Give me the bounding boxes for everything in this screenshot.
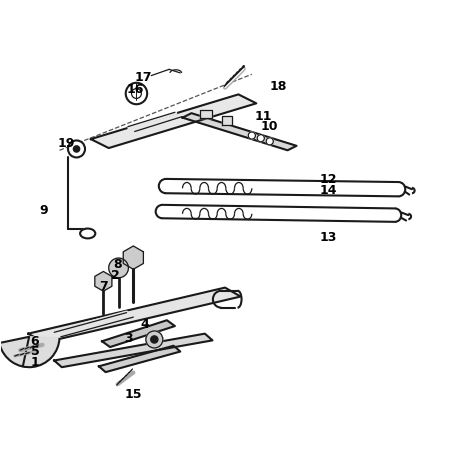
Text: 18: 18 bbox=[270, 80, 288, 93]
Text: 19: 19 bbox=[58, 137, 75, 150]
Text: 17: 17 bbox=[135, 71, 153, 84]
Polygon shape bbox=[99, 346, 180, 372]
Polygon shape bbox=[123, 246, 144, 269]
Circle shape bbox=[109, 258, 128, 278]
Text: 11: 11 bbox=[254, 110, 272, 123]
Ellipse shape bbox=[80, 228, 95, 238]
Text: 16: 16 bbox=[127, 84, 144, 96]
Text: 14: 14 bbox=[319, 184, 337, 197]
Circle shape bbox=[73, 146, 80, 152]
Circle shape bbox=[151, 336, 158, 343]
Circle shape bbox=[126, 83, 147, 104]
Text: 10: 10 bbox=[261, 120, 279, 133]
Text: 7: 7 bbox=[99, 280, 108, 293]
Text: 6: 6 bbox=[31, 335, 39, 348]
Polygon shape bbox=[28, 287, 241, 342]
Circle shape bbox=[257, 134, 264, 142]
Bar bbox=[222, 116, 232, 125]
Circle shape bbox=[146, 331, 163, 348]
Bar bbox=[200, 110, 212, 118]
Polygon shape bbox=[183, 113, 297, 150]
Circle shape bbox=[266, 138, 273, 145]
Text: 12: 12 bbox=[319, 173, 337, 186]
Text: 4: 4 bbox=[140, 318, 149, 331]
Wedge shape bbox=[0, 337, 59, 367]
Polygon shape bbox=[95, 272, 112, 291]
Text: 9: 9 bbox=[40, 204, 48, 217]
Text: 3: 3 bbox=[125, 332, 133, 345]
Text: 8: 8 bbox=[113, 258, 122, 271]
Text: 15: 15 bbox=[125, 389, 142, 401]
Text: 13: 13 bbox=[319, 231, 337, 244]
Text: 2: 2 bbox=[111, 269, 120, 282]
Polygon shape bbox=[91, 95, 256, 148]
Circle shape bbox=[248, 132, 256, 139]
Circle shape bbox=[68, 141, 85, 157]
Polygon shape bbox=[54, 333, 212, 367]
Polygon shape bbox=[102, 320, 175, 347]
Text: 1: 1 bbox=[31, 356, 39, 369]
Text: 5: 5 bbox=[31, 345, 39, 358]
